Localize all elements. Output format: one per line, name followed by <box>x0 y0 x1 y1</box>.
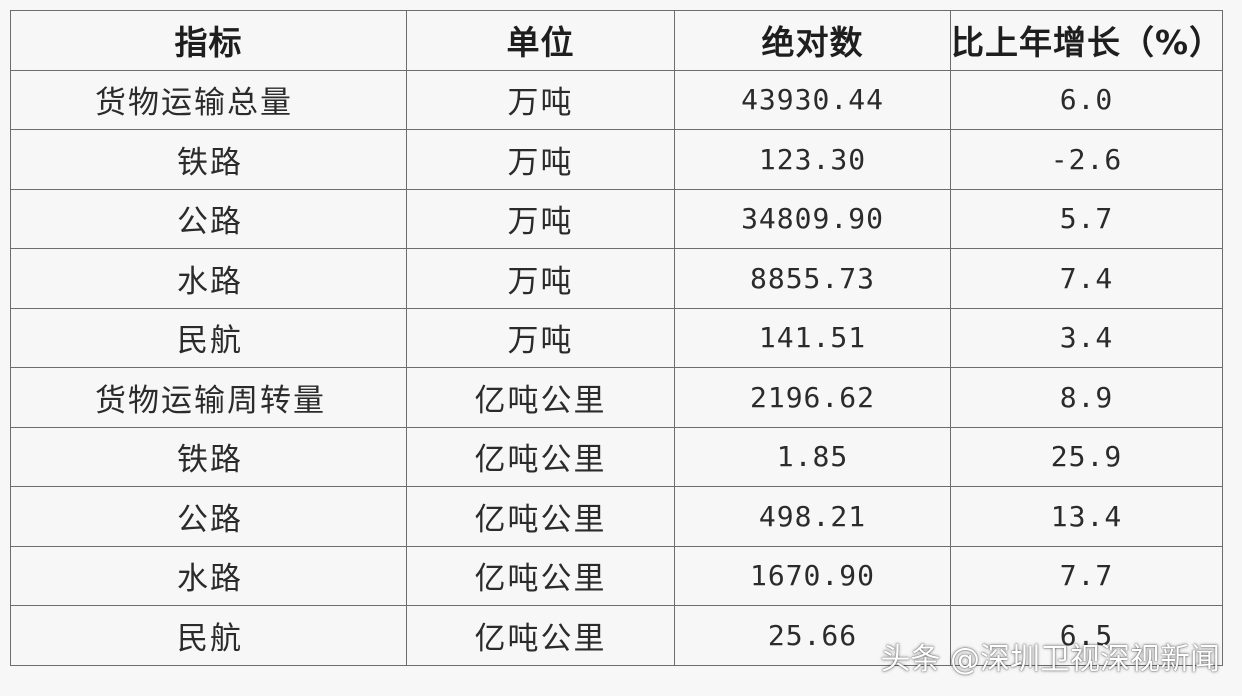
table-body: 货物运输总量 万吨 43930.44 6.0 铁路 万吨 123.30 -2.6 公路 万吨 348… <box>10 69 1223 666</box>
cell-unit: 亿吨公里 <box>406 545 675 606</box>
header-unit: 单位 <box>406 10 675 71</box>
freight-statistics-table: 指标 单位 绝对数 比上年增长（%） 货物运输总量 万吨 43930.44 6.0 铁路… <box>10 10 1223 666</box>
cell-growth: -2.6 <box>950 129 1223 190</box>
cell-unit: 亿吨公里 <box>406 367 675 428</box>
cell-absolute: 43930.44 <box>674 69 951 130</box>
cell-absolute: 2196.62 <box>674 367 951 428</box>
cell-indicator: 水路 <box>10 545 407 606</box>
watermark-text: 头条 @深圳卫视深视新闻 <box>880 642 1220 677</box>
cell-unit: 万吨 <box>406 307 675 368</box>
table-row: 水路 亿吨公里 1670.90 7.7 <box>10 545 1223 606</box>
cell-unit: 万吨 <box>406 188 675 249</box>
cell-indicator: 货物运输周转量 <box>10 367 407 428</box>
table-header-row: 指标 单位 绝对数 比上年增长（%） <box>10 10 1223 71</box>
header-absolute: 绝对数 <box>674 10 951 71</box>
cell-indicator: 公路 <box>10 486 407 547</box>
cell-growth: 6.0 <box>950 69 1223 130</box>
cell-indicator: 货物运输总量 <box>10 69 407 130</box>
table-row: 民航 亿吨公里 25.66 6.5 <box>10 605 1223 666</box>
cell-unit: 亿吨公里 <box>406 426 675 487</box>
cell-growth: 13.4 <box>950 486 1223 547</box>
cell-indicator: 公路 <box>10 188 407 249</box>
cell-unit: 万吨 <box>406 248 675 309</box>
cell-indicator: 铁路 <box>10 129 407 190</box>
cell-growth: 6.5 <box>950 605 1223 666</box>
cell-indicator: 民航 <box>10 605 407 666</box>
cell-absolute: 1670.90 <box>674 545 951 606</box>
cell-unit: 万吨 <box>406 129 675 190</box>
cell-growth: 8.9 <box>950 367 1223 428</box>
cell-growth: 5.7 <box>950 188 1223 249</box>
table-row: 公路 亿吨公里 498.21 13.4 <box>10 486 1223 547</box>
cell-absolute: 34809.90 <box>674 188 951 249</box>
cell-growth: 7.4 <box>950 248 1223 309</box>
cell-unit: 亿吨公里 <box>406 605 675 666</box>
table-row: 铁路 万吨 123.30 -2.6 <box>10 129 1223 190</box>
table-row: 货物运输周转量 亿吨公里 2196.62 8.9 <box>10 367 1223 428</box>
table-row: 公路 万吨 34809.90 5.7 <box>10 188 1223 249</box>
table-row: 水路 万吨 8855.73 7.4 <box>10 248 1223 309</box>
cell-absolute: 141.51 <box>674 307 951 368</box>
cell-indicator: 民航 <box>10 307 407 368</box>
cell-growth: 7.7 <box>950 545 1223 606</box>
cell-absolute: 25.66 <box>674 605 951 666</box>
table-row: 民航 万吨 141.51 3.4 <box>10 307 1223 368</box>
cell-absolute: 8855.73 <box>674 248 951 309</box>
header-growth: 比上年增长（%） <box>950 10 1223 71</box>
table-row: 铁路 亿吨公里 1.85 25.9 <box>10 426 1223 487</box>
cell-indicator: 水路 <box>10 248 407 309</box>
cell-absolute: 498.21 <box>674 486 951 547</box>
cell-unit: 万吨 <box>406 69 675 130</box>
cell-unit: 亿吨公里 <box>406 486 675 547</box>
cell-growth: 25.9 <box>950 426 1223 487</box>
cell-absolute: 1.85 <box>674 426 951 487</box>
cell-absolute: 123.30 <box>674 129 951 190</box>
table-row: 货物运输总量 万吨 43930.44 6.0 <box>10 69 1223 130</box>
header-indicator: 指标 <box>10 10 407 71</box>
cell-growth: 3.4 <box>950 307 1223 368</box>
cell-indicator: 铁路 <box>10 426 407 487</box>
